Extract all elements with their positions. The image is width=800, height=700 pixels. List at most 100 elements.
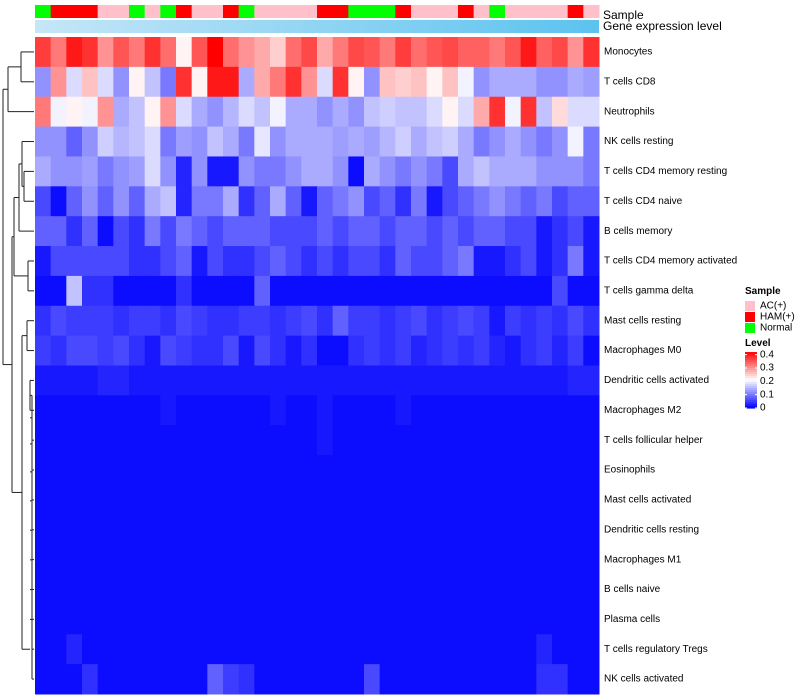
level-legend-segment bbox=[745, 406, 757, 409]
heatmap-cell bbox=[35, 37, 52, 68]
expression-track-label: Gene expression level bbox=[603, 19, 722, 33]
heatmap-cell bbox=[82, 96, 99, 128]
heatmap-cell bbox=[348, 186, 365, 217]
heatmap-cell bbox=[317, 216, 334, 247]
heatmap-cell bbox=[223, 37, 240, 68]
heatmap-cell bbox=[66, 37, 83, 68]
heatmap-cell bbox=[489, 216, 506, 247]
heatmap-cell bbox=[160, 365, 177, 396]
level-legend-segment bbox=[745, 390, 757, 393]
heatmap-cell bbox=[82, 425, 99, 456]
row-label: NK cells activated bbox=[604, 674, 683, 685]
heatmap-cell bbox=[458, 544, 475, 576]
heatmap-cell bbox=[66, 365, 83, 396]
heatmap-cell bbox=[505, 275, 522, 307]
expression-annotation-bar bbox=[35, 20, 599, 33]
heatmap-cell bbox=[411, 216, 428, 247]
heatmap-cell bbox=[301, 484, 318, 516]
heatmap-cell bbox=[317, 395, 334, 426]
heatmap-cell bbox=[301, 574, 318, 605]
heatmap-cell bbox=[536, 664, 553, 695]
heatmap-cell bbox=[348, 484, 365, 516]
heatmap-cell bbox=[191, 126, 208, 157]
heatmap-cell bbox=[82, 455, 99, 486]
heatmap-cell bbox=[317, 664, 334, 695]
heatmap-cell bbox=[567, 365, 584, 396]
heatmap-cell bbox=[97, 634, 114, 665]
sample-annotation-cell bbox=[113, 5, 130, 18]
level-legend-segment bbox=[745, 372, 757, 375]
heatmap-cell bbox=[489, 305, 506, 337]
heatmap-cell bbox=[270, 365, 287, 396]
heatmap-cell bbox=[144, 186, 161, 217]
heatmap-cell bbox=[144, 37, 161, 68]
heatmap-cell bbox=[317, 514, 334, 546]
heatmap-cell bbox=[379, 96, 396, 128]
heatmap-cell bbox=[332, 96, 349, 128]
heatmap-cell bbox=[395, 574, 412, 605]
heatmap-cell bbox=[583, 634, 600, 665]
heatmap-cell bbox=[144, 96, 161, 128]
sample-legend-label: Normal bbox=[760, 323, 792, 334]
heatmap-cell bbox=[332, 216, 349, 247]
heatmap-cell bbox=[207, 425, 224, 456]
heatmap-cell bbox=[583, 365, 600, 396]
heatmap-cell bbox=[583, 425, 600, 456]
heatmap-cell bbox=[364, 664, 381, 695]
heatmap-cell bbox=[301, 455, 318, 486]
heatmap-cell bbox=[505, 305, 522, 337]
sample-legend: Sample AC(+)HAM(+)Normal bbox=[745, 286, 795, 334]
heatmap-cell bbox=[223, 484, 240, 516]
heatmap-cell bbox=[567, 335, 584, 366]
heatmap-cell bbox=[332, 305, 349, 337]
heatmap-cell bbox=[301, 664, 318, 695]
heatmap-cell bbox=[254, 425, 271, 456]
heatmap-cell bbox=[207, 634, 224, 665]
sample-annotation-cell bbox=[191, 5, 208, 18]
heatmap-cell bbox=[552, 37, 569, 68]
heatmap-cell bbox=[144, 275, 161, 307]
heatmap-cell bbox=[473, 395, 490, 426]
heatmap-cell bbox=[176, 66, 193, 98]
heatmap-cell bbox=[285, 395, 302, 426]
heatmap-cell bbox=[395, 664, 412, 695]
heatmap-cell bbox=[191, 634, 208, 665]
heatmap-cell bbox=[552, 634, 569, 665]
heatmap-cell bbox=[332, 275, 349, 307]
heatmap-cell bbox=[426, 574, 443, 605]
heatmap-cell bbox=[426, 246, 443, 277]
heatmap-cell bbox=[536, 216, 553, 247]
heatmap-cell bbox=[536, 514, 553, 546]
heatmap-cell bbox=[50, 425, 67, 456]
heatmap-cell bbox=[301, 395, 318, 426]
heatmap-cell bbox=[50, 455, 67, 486]
heatmap-cell bbox=[254, 216, 271, 247]
heatmap-cell bbox=[395, 455, 412, 486]
level-legend-segment bbox=[745, 404, 757, 407]
heatmap-cell bbox=[395, 186, 412, 217]
heatmap-cell bbox=[411, 37, 428, 68]
heatmap-cell bbox=[536, 604, 553, 635]
heatmap-cell bbox=[505, 37, 522, 68]
heatmap-cell bbox=[442, 335, 459, 366]
heatmap-cell bbox=[473, 574, 490, 605]
heatmap-cell bbox=[113, 604, 130, 635]
heatmap-cell bbox=[520, 574, 537, 605]
heatmap-cell bbox=[113, 305, 130, 337]
heatmap-cell bbox=[458, 395, 475, 426]
sample-annotation-cell bbox=[129, 5, 146, 18]
level-legend-segment bbox=[745, 402, 757, 405]
level-legend-segment bbox=[745, 386, 757, 389]
heatmap-cell bbox=[82, 335, 99, 366]
heatmap-cell bbox=[489, 365, 506, 396]
heatmap-cell bbox=[567, 305, 584, 337]
heatmap-cell bbox=[505, 425, 522, 456]
sample-annotation-cell bbox=[254, 5, 271, 18]
heatmap-cell bbox=[285, 246, 302, 277]
heatmap-cell bbox=[505, 246, 522, 277]
heatmap-cell bbox=[473, 425, 490, 456]
heatmap-cell bbox=[348, 66, 365, 98]
heatmap-cell bbox=[35, 156, 52, 187]
heatmap-cell bbox=[442, 96, 459, 128]
